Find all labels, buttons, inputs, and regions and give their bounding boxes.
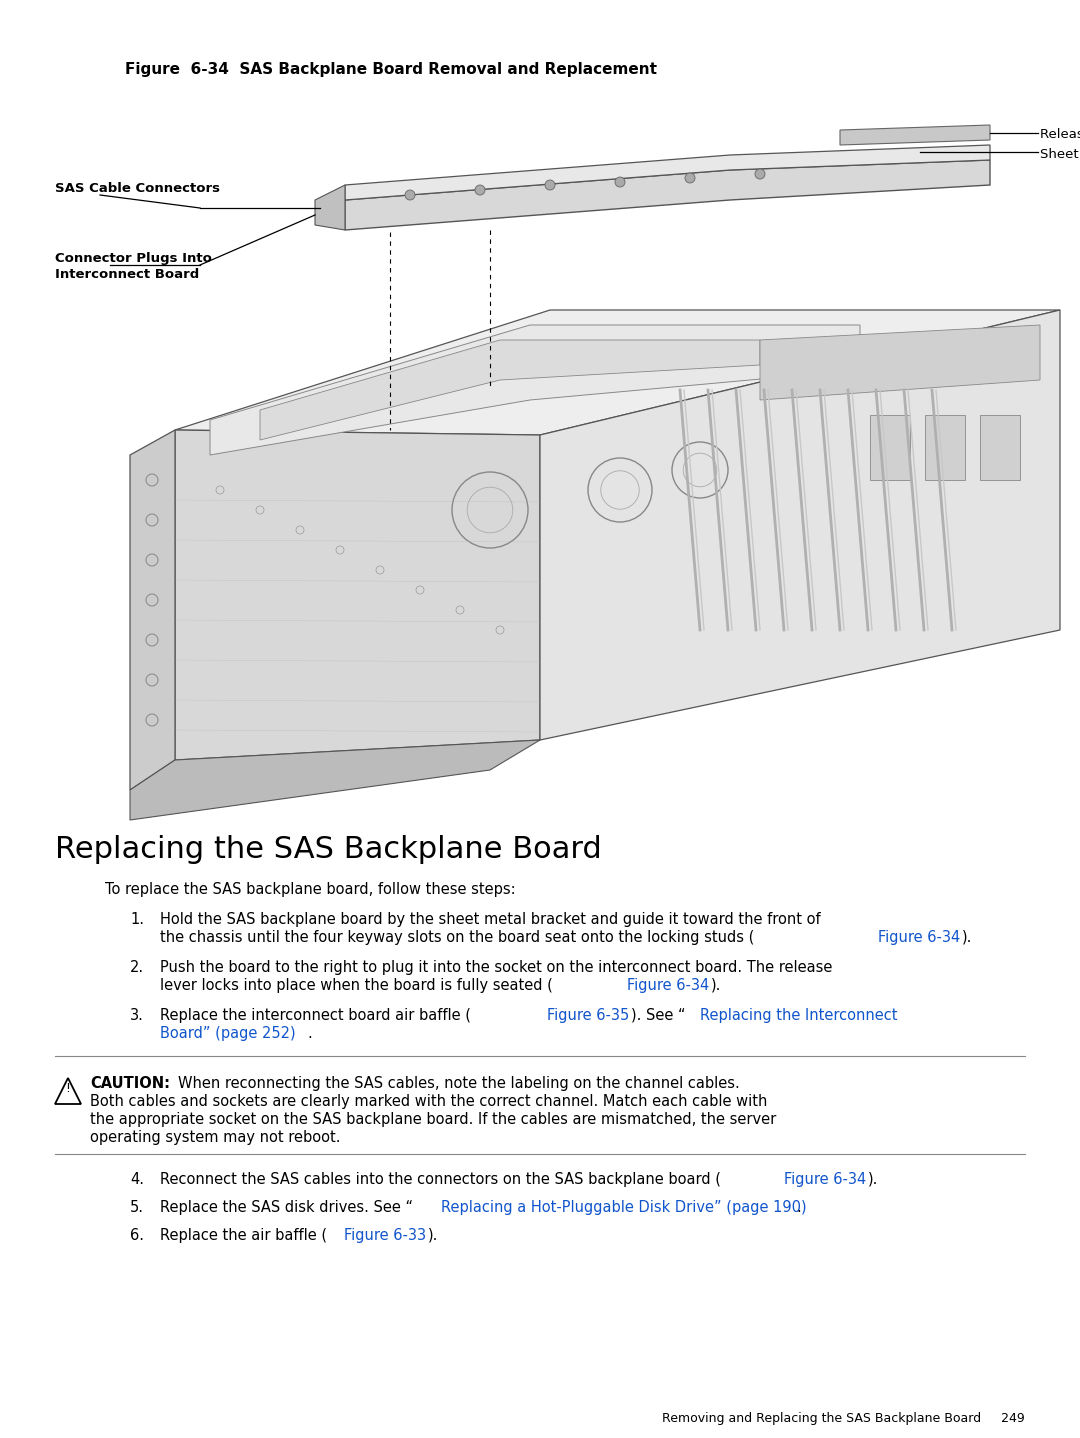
Polygon shape xyxy=(345,160,990,230)
Text: the appropriate socket on the SAS backplane board. If the cables are mismatched,: the appropriate socket on the SAS backpl… xyxy=(90,1112,777,1127)
Text: To replace the SAS backplane board, follow these steps:: To replace the SAS backplane board, foll… xyxy=(105,881,515,897)
Text: Both cables and sockets are clearly marked with the correct channel. Match each : Both cables and sockets are clearly mark… xyxy=(90,1094,768,1109)
Circle shape xyxy=(545,180,555,190)
Text: Figure 6-34: Figure 6-34 xyxy=(784,1172,866,1186)
Polygon shape xyxy=(345,145,990,200)
Text: Figure 6-34: Figure 6-34 xyxy=(878,930,960,945)
Text: the chassis until the four keyway slots on the board seat onto the locking studs: the chassis until the four keyway slots … xyxy=(160,930,754,945)
Polygon shape xyxy=(870,416,910,480)
Text: Hold the SAS backplane board by the sheet metal bracket and guide it toward the : Hold the SAS backplane board by the shee… xyxy=(160,912,821,928)
Text: SAS Cable Connectors: SAS Cable Connectors xyxy=(55,183,220,196)
Text: Replacing a Hot-Pluggable Disk Drive” (page 190): Replacing a Hot-Pluggable Disk Drive” (p… xyxy=(441,1199,807,1215)
Circle shape xyxy=(475,186,485,196)
Text: Removing and Replacing the SAS Backplane Board     249: Removing and Replacing the SAS Backplane… xyxy=(662,1412,1025,1425)
Text: Push the board to the right to plug it into the socket on the interconnect board: Push the board to the right to plug it i… xyxy=(160,961,833,975)
Text: Release Tab: Release Tab xyxy=(1040,128,1080,141)
Text: Replacing the Interconnect: Replacing the Interconnect xyxy=(700,1008,897,1022)
Text: 3.: 3. xyxy=(130,1008,144,1022)
Text: Figure 6-33: Figure 6-33 xyxy=(345,1228,427,1242)
Polygon shape xyxy=(980,416,1020,480)
Text: Interconnect Board: Interconnect Board xyxy=(55,267,199,280)
Text: ).: ). xyxy=(428,1228,438,1242)
Text: ). See “: ). See “ xyxy=(631,1008,686,1022)
Circle shape xyxy=(755,170,765,178)
Circle shape xyxy=(685,173,696,183)
Text: Figure  6-34  SAS Backplane Board Removal and Replacement: Figure 6-34 SAS Backplane Board Removal … xyxy=(125,62,657,78)
Text: Figure 6-34: Figure 6-34 xyxy=(627,978,710,994)
Polygon shape xyxy=(175,311,1059,436)
Text: ).: ). xyxy=(962,930,972,945)
Text: Reconnect the SAS cables into the connectors on the SAS backplane board (: Reconnect the SAS cables into the connec… xyxy=(160,1172,721,1186)
Text: When reconnecting the SAS cables, note the labeling on the channel cables.: When reconnecting the SAS cables, note t… xyxy=(178,1076,740,1091)
Text: Figure 6-35: Figure 6-35 xyxy=(546,1008,630,1022)
Polygon shape xyxy=(130,430,175,789)
Text: 5.: 5. xyxy=(130,1199,144,1215)
Text: 2.: 2. xyxy=(130,961,144,975)
Text: ).: ). xyxy=(868,1172,878,1186)
Text: Replace the SAS disk drives. See “: Replace the SAS disk drives. See “ xyxy=(160,1199,413,1215)
Text: Sheet Metal Bracket: Sheet Metal Bracket xyxy=(1040,148,1080,161)
Text: Board” (page 252): Board” (page 252) xyxy=(160,1025,296,1041)
Polygon shape xyxy=(315,186,345,230)
Polygon shape xyxy=(130,741,540,820)
Text: !: ! xyxy=(66,1081,70,1094)
Text: 1.: 1. xyxy=(130,912,144,928)
Polygon shape xyxy=(210,325,860,454)
Text: CAUTION:: CAUTION: xyxy=(90,1076,170,1091)
Polygon shape xyxy=(760,325,1040,400)
Text: 4.: 4. xyxy=(130,1172,144,1186)
Text: .: . xyxy=(307,1025,312,1041)
Polygon shape xyxy=(175,430,540,761)
Text: Connector Plugs Into: Connector Plugs Into xyxy=(55,252,212,265)
Circle shape xyxy=(615,177,625,187)
Text: operating system may not reboot.: operating system may not reboot. xyxy=(90,1130,340,1145)
Text: .: . xyxy=(796,1199,800,1215)
Text: Replacing the SAS Backplane Board: Replacing the SAS Backplane Board xyxy=(55,835,602,864)
Text: lever locks into place when the board is fully seated (: lever locks into place when the board is… xyxy=(160,978,553,994)
Polygon shape xyxy=(540,311,1059,741)
Polygon shape xyxy=(260,339,760,440)
Circle shape xyxy=(405,190,415,200)
Text: Replace the interconnect board air baffle (: Replace the interconnect board air baffl… xyxy=(160,1008,471,1022)
Polygon shape xyxy=(924,416,966,480)
Text: Replace the air baffle (: Replace the air baffle ( xyxy=(160,1228,327,1242)
Text: 6.: 6. xyxy=(130,1228,144,1242)
Text: ).: ). xyxy=(711,978,721,994)
Polygon shape xyxy=(840,125,990,145)
